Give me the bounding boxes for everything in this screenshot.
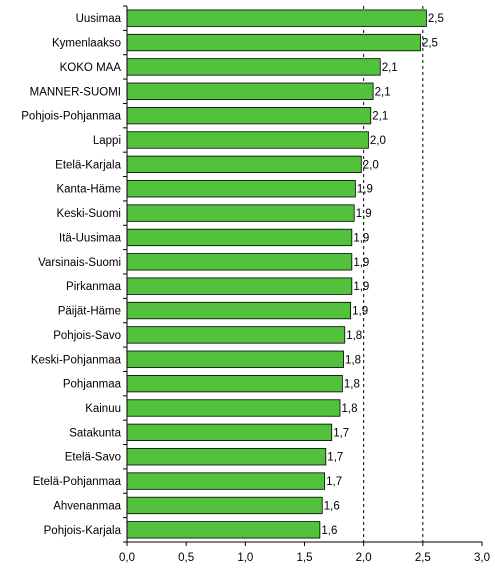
bar-21 bbox=[126, 521, 321, 539]
category-label: Uusimaa bbox=[76, 13, 122, 25]
value-label: 2,1 bbox=[372, 111, 388, 123]
x-tick-label: 1,5 bbox=[297, 552, 313, 564]
value-label: 1,9 bbox=[353, 232, 369, 244]
bar-3 bbox=[126, 82, 374, 100]
category-label: Satakunta bbox=[69, 427, 121, 439]
bar-6 bbox=[126, 155, 362, 174]
bar-7 bbox=[126, 180, 356, 198]
category-label: Kymenlaakso bbox=[52, 38, 121, 50]
bar-2 bbox=[126, 58, 381, 76]
value-label: 1,7 bbox=[333, 427, 349, 439]
bar-1 bbox=[126, 33, 421, 52]
value-label: 1,8 bbox=[346, 330, 362, 342]
value-label: 1,8 bbox=[345, 354, 361, 366]
category-label: Päijät-Häme bbox=[58, 306, 121, 318]
value-label: 1,6 bbox=[321, 525, 337, 537]
value-label: 2,1 bbox=[375, 86, 391, 98]
category-label: Etelä-Karjala bbox=[55, 159, 121, 171]
bar-20 bbox=[126, 496, 323, 515]
category-label: Pohjois-Savo bbox=[53, 330, 121, 342]
category-label: Itä-Uusimaa bbox=[59, 232, 122, 244]
value-label: 1,9 bbox=[352, 306, 368, 318]
value-label: 1,9 bbox=[353, 281, 369, 293]
value-label: 1,7 bbox=[327, 452, 343, 464]
bar-4 bbox=[126, 106, 372, 125]
bar-13 bbox=[126, 326, 346, 344]
category-label: Pohjois-Karjala bbox=[44, 525, 122, 537]
category-label: Keski-Pohjanmaa bbox=[31, 354, 122, 366]
x-tick-label: 0,0 bbox=[119, 552, 135, 564]
bar-8 bbox=[126, 204, 355, 222]
bar-0 bbox=[126, 9, 427, 27]
x-tick-label: 1,0 bbox=[237, 552, 253, 564]
category-label: MANNER-SUOMI bbox=[30, 86, 121, 98]
bar-15 bbox=[126, 374, 343, 393]
bar-14 bbox=[126, 350, 344, 368]
bar-17 bbox=[126, 423, 333, 442]
bar-11 bbox=[126, 277, 353, 295]
x-tick-label: 2,5 bbox=[415, 552, 431, 564]
value-label: 1,8 bbox=[342, 403, 358, 415]
x-tick-label: 0,5 bbox=[178, 552, 194, 564]
category-label: Etelä-Savo bbox=[65, 452, 121, 464]
x-tick-label: 3,0 bbox=[474, 552, 490, 564]
category-label: Kanta-Häme bbox=[56, 184, 121, 196]
category-label: Varsinais-Suomi bbox=[38, 257, 121, 269]
value-label: 1,9 bbox=[353, 257, 369, 269]
value-label: 1,8 bbox=[344, 379, 360, 391]
bar-12 bbox=[126, 301, 352, 320]
value-label: 2,5 bbox=[428, 13, 444, 25]
category-label: Keski-Suomi bbox=[56, 208, 121, 220]
bar-5 bbox=[126, 131, 369, 149]
bar-9 bbox=[126, 228, 353, 247]
category-label: Ahvenanmaa bbox=[53, 500, 121, 512]
value-label: 1,7 bbox=[326, 476, 342, 488]
category-label: Kainuu bbox=[85, 403, 121, 415]
value-label: 1,6 bbox=[324, 500, 340, 512]
value-label: 2,1 bbox=[382, 62, 398, 74]
value-label: 1,9 bbox=[357, 184, 373, 196]
bar-16 bbox=[126, 399, 341, 417]
category-label: Pohjanmaa bbox=[63, 379, 122, 391]
value-label: 2,5 bbox=[422, 38, 438, 50]
category-label: KOKO MAA bbox=[60, 62, 122, 74]
value-label: 2,0 bbox=[370, 135, 386, 147]
x-tick-label: 2,0 bbox=[356, 552, 372, 564]
category-label: Etelä-Pohjanmaa bbox=[33, 476, 122, 488]
category-label: Pirkanmaa bbox=[66, 281, 122, 293]
category-label: Lappi bbox=[93, 135, 121, 147]
value-label: 2,0 bbox=[363, 159, 379, 171]
value-label: 1,9 bbox=[356, 208, 372, 220]
bar-18 bbox=[126, 448, 327, 466]
bar-19 bbox=[126, 472, 326, 490]
category-label: Pohjois-Pohjanmaa bbox=[21, 111, 121, 123]
bar-10 bbox=[126, 253, 353, 271]
